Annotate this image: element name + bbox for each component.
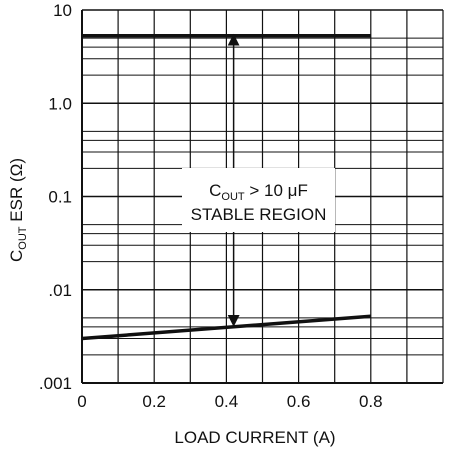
grid-lines xyxy=(81,9,444,384)
x-tick-label: 0.4 xyxy=(215,392,239,411)
annotation-line-1-main: C xyxy=(209,181,221,200)
x-tick-label: 0.2 xyxy=(142,392,166,411)
annotation: COUT > 10 μF STABLE REGION xyxy=(182,33,335,327)
tick-labels: .001 .01 0.1 1.0 10 0 0.2 0.4 0.6 0.8 xyxy=(39,1,383,411)
y-axis-title-rest: ESR (Ω) xyxy=(7,158,26,226)
x-tick-label: 0 xyxy=(77,392,86,411)
annotation-line-2: STABLE REGION xyxy=(191,205,327,224)
y-tick-label: .01 xyxy=(48,281,72,300)
x-tick-label: 0.8 xyxy=(359,392,383,411)
annotation-line-1: COUT > 10 μF xyxy=(209,181,308,203)
annotation-line-1-sub: OUT xyxy=(221,191,245,203)
x-axis-title: LOAD CURRENT (A) xyxy=(174,428,335,447)
y-axis-title-sub: OUT xyxy=(17,226,29,250)
x-tick-label: 0.6 xyxy=(287,392,311,411)
series-line-2 xyxy=(81,314,371,341)
y-tick-label: 0.1 xyxy=(48,188,72,207)
y-tick-label: .001 xyxy=(39,374,72,393)
y-axis-title-main: C xyxy=(7,250,26,262)
series-lines xyxy=(81,33,371,341)
y-tick-label: 1.0 xyxy=(48,94,72,113)
annotation-line-1-rest: > 10 μF xyxy=(245,181,308,200)
y-tick-label: 10 xyxy=(53,1,72,20)
y-axis-title: COUT ESR (Ω) xyxy=(7,158,29,262)
annotation-box xyxy=(182,168,335,232)
